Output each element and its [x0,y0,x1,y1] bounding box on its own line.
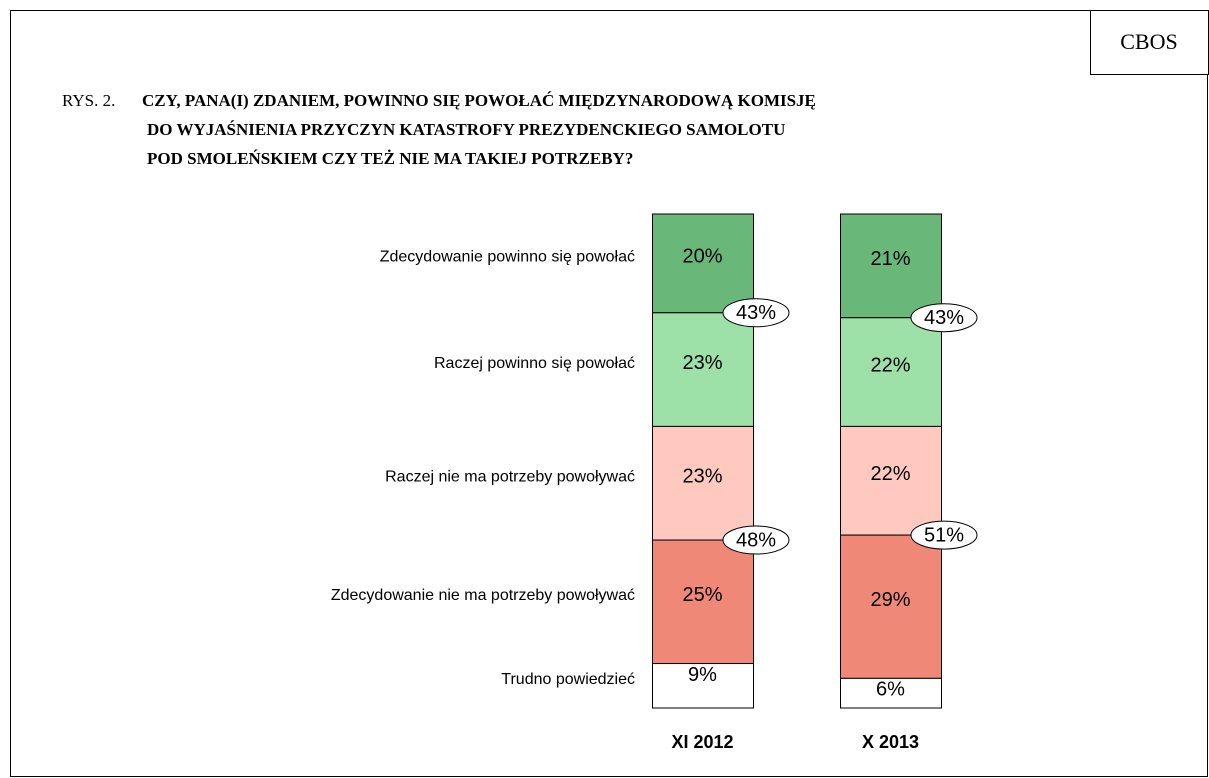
category-label: X 2013 [862,732,919,752]
bar-segment [652,425,754,541]
bar-segment [652,312,754,427]
figure-label: RYS. 2. [62,91,115,110]
legend-label: Zdecydowanie powinno się powołać [380,249,635,266]
bar-segment [840,317,942,427]
subtotal-label: 43% [924,307,964,329]
title-line: POD SMOLEŃSKIEM CZY TEŻ NIE MA TAKIEJ PO… [147,149,633,168]
value-label: 25% [682,584,722,606]
subtotal-label: 48% [736,529,776,551]
frame [10,10,1208,777]
subtotal-oval [722,525,790,555]
legend-label: Trudno powiedzieć [501,671,635,688]
value-label: 22% [870,463,910,485]
category-label: XI 2012 [671,732,733,752]
brand: CBOS [1120,29,1177,54]
subtotal-oval [910,303,978,333]
legend-label: Raczej nie ma potrzeby powoływać [385,468,635,485]
value-label: 22% [870,354,910,376]
value-label: 21% [870,248,910,270]
title-line: CZY, PANA(I) ZDANIEM, POWINNO SIĘ POWOŁA… [142,91,816,110]
value-label: 6% [876,679,905,701]
bar-segment [840,677,942,709]
value-label: 23% [682,352,722,374]
bar-segment [840,213,942,319]
brand-box [1090,10,1209,75]
bar-segment [652,213,754,314]
value-label: 23% [682,466,722,488]
subtotal-oval [910,520,978,550]
bar-segment [652,663,754,709]
legend-label: Raczej powinno się powołać [434,355,635,372]
value-label: 20% [682,246,722,268]
value-label: 29% [870,589,910,611]
subtotal-label: 43% [736,302,776,324]
subtotal-label: 51% [924,524,964,546]
title-line: DO WYJAŚNIENIA PRZYCZYN KATASTROFY PREZY… [147,120,785,139]
legend-label: Zdecydowanie nie ma potrzeby powoływać [331,587,635,604]
bar-segment [840,425,942,536]
value-label: 9% [688,664,717,686]
bar-segment [840,534,942,679]
subtotal-oval [722,298,790,328]
